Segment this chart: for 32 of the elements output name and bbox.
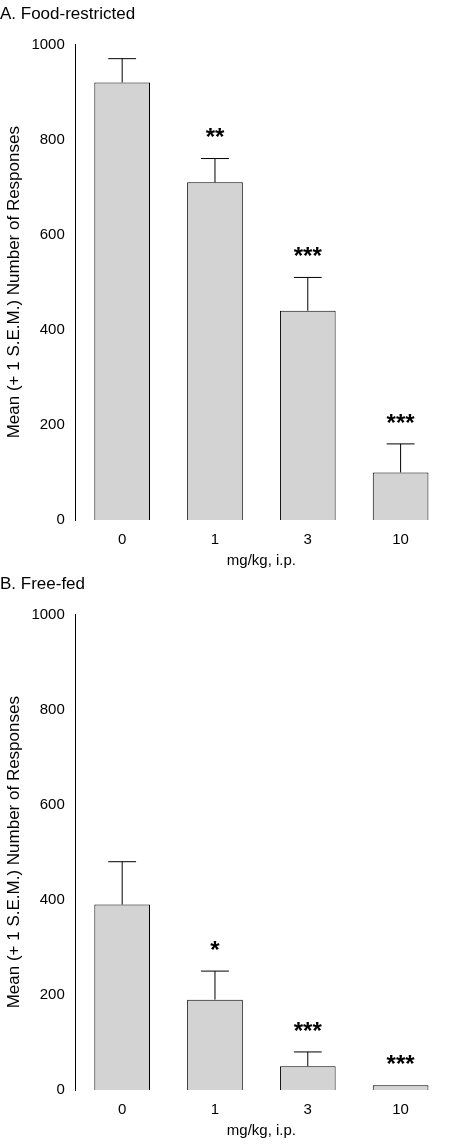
- x-tick-label: 0: [118, 1100, 127, 1118]
- y-tick-label: 0: [56, 510, 65, 528]
- annotation: ***: [386, 1049, 416, 1077]
- y-tick-label: 400: [39, 319, 65, 337]
- x-tick-label: 3: [303, 530, 312, 548]
- x-tick-label: 10: [392, 1100, 409, 1118]
- y-axis-title: Mean (+ 1 S.E.M.) Number of Responses: [3, 696, 23, 1009]
- annotation: ***: [386, 408, 416, 436]
- annotation: ***: [293, 1016, 323, 1044]
- x-tick-label: 10: [392, 530, 409, 548]
- annotation: **: [205, 123, 225, 151]
- y-tick-label: 600: [39, 794, 65, 812]
- y-tick-label: 800: [39, 699, 65, 717]
- y-tick-label: 600: [39, 224, 65, 242]
- x-tick-label: 0: [118, 530, 127, 548]
- x-tick-label: 1: [210, 530, 220, 548]
- y-tick-label: 800: [39, 129, 65, 147]
- y-tick-label: 200: [39, 415, 65, 433]
- x-tick-label: 3: [303, 1100, 312, 1118]
- annotation: ***: [293, 242, 323, 270]
- annotation: *: [210, 935, 221, 963]
- y-tick-label: 400: [39, 889, 65, 907]
- y-axis-title: Mean (+ 1 S.E.M.) Number of Responses: [3, 126, 23, 439]
- x-tick-label: 1: [210, 1100, 220, 1118]
- x-axis-title: mg/kg, i.p.: [226, 1121, 296, 1139]
- chart-title: B. Free-fed: [0, 573, 86, 593]
- chart-title: A. Food-restricted: [0, 3, 136, 23]
- x-axis-title: mg/kg, i.p.: [226, 551, 296, 569]
- y-tick-label: 0: [56, 1080, 65, 1098]
- y-tick-label: 1000: [31, 34, 65, 52]
- y-tick-label: 1000: [31, 604, 65, 622]
- y-tick-label: 200: [39, 985, 65, 1003]
